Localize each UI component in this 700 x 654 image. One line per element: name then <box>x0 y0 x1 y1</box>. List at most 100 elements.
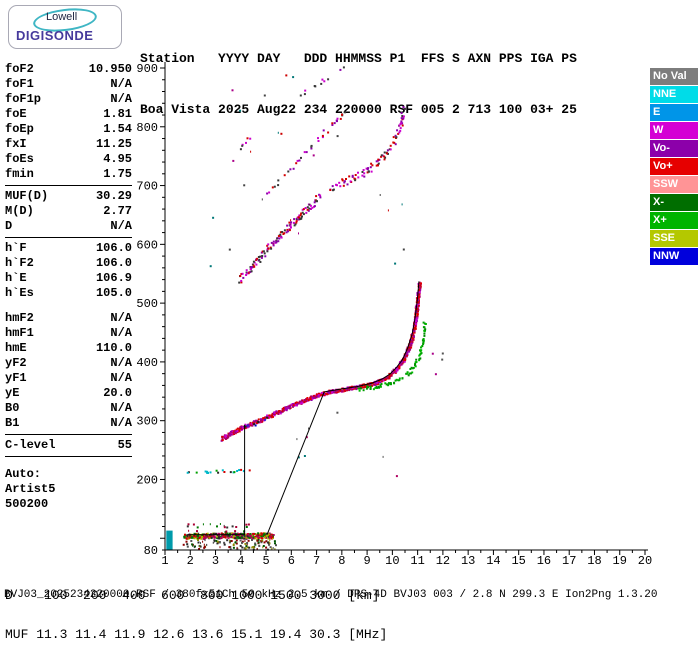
param-row-h-f2: h`F2 106.0 <box>5 256 132 271</box>
param-value: N/A <box>110 92 132 106</box>
param-value: 106.0 <box>95 241 132 255</box>
distance-muf-table: D 100 200 400 600 800 1000 1500 3000 [km… <box>5 563 387 654</box>
param-row-b0: B0 N/A <box>5 401 132 416</box>
y-tick-label: 500 <box>136 297 158 311</box>
param-value: 105.0 <box>95 286 132 300</box>
param-group-4: C-level 55 <box>5 434 132 457</box>
param-value: 106.0 <box>95 256 132 270</box>
param-label: M(D) <box>5 204 34 218</box>
param-group-2: h`F 106.0 h`F2 106.0 h`E 106.9 h`Es 105.0 <box>5 237 132 301</box>
param-label: foF1p <box>5 92 42 106</box>
legend-item-e: E <box>650 104 698 121</box>
param-value: 1.75 <box>103 167 132 181</box>
param-value: N/A <box>110 401 132 415</box>
param-label: B1 <box>5 416 20 430</box>
param-label: fmin <box>5 167 34 181</box>
param-row-b1: B1 N/A <box>5 416 132 431</box>
param-value: N/A <box>110 311 132 325</box>
param-label: hmF2 <box>5 311 34 325</box>
param-value: N/A <box>110 416 132 430</box>
param-value: 1.54 <box>103 122 132 136</box>
param-label: h`Es <box>5 286 34 300</box>
param-value: N/A <box>110 77 132 91</box>
param-row-h-e: h`E 106.9 <box>5 271 132 286</box>
param-row-m-d: M(D) 2.77 <box>5 204 132 219</box>
axis-labels: 1 2 3 4 5 6 7 8 9 10 11 12 13 14 15 16 17 18 19 20900800700… <box>136 62 652 568</box>
param-label: MUF(D) <box>5 189 49 203</box>
param-row-auto: Auto: <box>5 467 132 482</box>
param-value: N/A <box>110 371 132 385</box>
param-row-h-es: h`Es 105.0 <box>5 286 132 301</box>
param-row-fof1: foF1 N/A <box>5 77 132 92</box>
param-label: Artist5 <box>5 482 56 496</box>
y-tick-label: 200 <box>136 473 158 487</box>
param-label: h`E <box>5 271 27 285</box>
y-tick-label: 600 <box>136 238 158 252</box>
param-value: 55 <box>117 438 132 452</box>
x-tick-label: 17 <box>562 554 576 568</box>
param-row-c-level: C-level 55 <box>5 438 132 453</box>
x-tick-label: 18 <box>587 554 601 568</box>
legend-item-x: X+ <box>650 212 698 229</box>
param-value: 11.25 <box>95 137 132 151</box>
artist-fit-lines <box>186 281 420 536</box>
param-group-3: hmF2 N/A hmF1 N/A hmE 110.0 yF2 N/A yF1 N/A yE 20.0… <box>5 311 132 431</box>
legend-item-no-val: No Val <box>650 68 698 85</box>
legend-item-nnw: NNW <box>650 248 698 265</box>
f-fit-curve <box>324 281 420 393</box>
station-header-columns: Station YYYY DAY DDD HHMMSS P1 FFS S AXN… <box>140 51 577 66</box>
param-row-h-f: h`F 106.0 <box>5 241 132 256</box>
axes <box>160 62 648 555</box>
fmin-marker <box>166 530 173 550</box>
param-row-foes: foEs 4.95 <box>5 152 132 167</box>
param-label: hmE <box>5 341 27 355</box>
param-label: foF1 <box>5 77 34 91</box>
param-row-hmf2: hmF2 N/A <box>5 311 132 326</box>
param-row-yf1: yF1 N/A <box>5 371 132 386</box>
param-value: 110.0 <box>95 341 132 355</box>
param-label: yE <box>5 386 20 400</box>
legend-item-vo: Vo- <box>650 140 698 157</box>
param-value: 10.950 <box>88 62 132 76</box>
legend-item-ssw: SSW <box>650 176 698 193</box>
y-tick-label: 80 <box>144 544 158 558</box>
param-row-500200: 500200 <box>5 497 132 512</box>
logo-lowell-text: Lowell <box>46 11 78 23</box>
param-value: 30.29 <box>95 189 132 203</box>
param-row-hme: hmE 110.0 <box>5 341 132 356</box>
x-tick-label: 14 <box>486 554 500 568</box>
param-value: 1.81 <box>103 107 132 121</box>
lowell-digisonde-logo: Lowell DIGISONDE <box>8 5 122 49</box>
param-value: 4.95 <box>103 152 132 166</box>
x-tick-label: 13 <box>461 554 475 568</box>
param-group-1: MUF(D) 30.29 M(D) 2.77 D N/A <box>5 185 132 234</box>
param-row-ye: yE 20.0 <box>5 386 132 401</box>
param-row-fmin: fmin 1.75 <box>5 167 132 182</box>
param-row-yf2: yF2 N/A <box>5 356 132 371</box>
param-value: 20.0 <box>103 386 132 400</box>
echo-dots <box>166 66 444 551</box>
param-label: Auto: <box>5 467 42 481</box>
y-tick-label: 700 <box>136 180 158 194</box>
param-row-foep: foEp 1.54 <box>5 122 132 137</box>
x-tick-label: 20 <box>638 554 652 568</box>
param-label: C-level <box>5 438 56 452</box>
param-label: yF2 <box>5 356 27 370</box>
x-tick-label: 19 <box>613 554 627 568</box>
param-group-0: foF2 10.950 foF1 N/A foF1p N/A foE 1.81 foEp 1.54… <box>5 62 132 182</box>
logo-digisonde-text: DIGISONDE <box>16 28 94 43</box>
x-tick-label: 12 <box>436 554 450 568</box>
param-row-artist5: Artist5 <box>5 482 132 497</box>
param-label: h`F2 <box>5 256 34 270</box>
legend-item-vo: Vo+ <box>650 158 698 175</box>
param-label: D <box>5 219 13 233</box>
param-value: 2.77 <box>103 204 132 218</box>
legend-item-sse: SSE <box>650 230 698 247</box>
param-label: hmF1 <box>5 326 34 340</box>
param-label: 500200 <box>5 497 49 511</box>
param-label: foEs <box>5 152 34 166</box>
x-tick-label: 15 <box>511 554 525 568</box>
direction-legend: No Val NNE E W Vo- Vo+ SSW X- X+ SSE NNW <box>650 68 698 266</box>
station-header: Station YYYY DAY DDD HHMMSS P1 FFS S AXN… <box>140 16 577 135</box>
param-label: foF2 <box>5 62 34 76</box>
